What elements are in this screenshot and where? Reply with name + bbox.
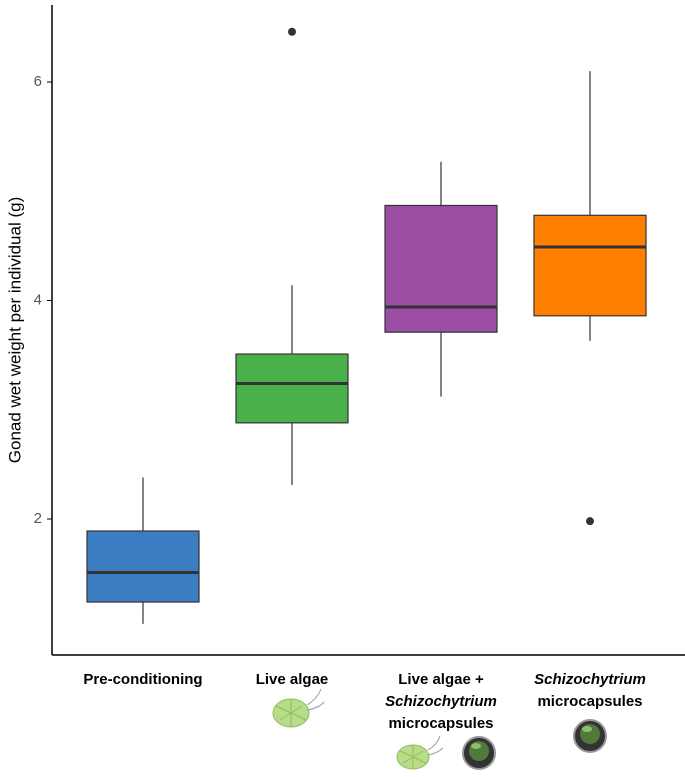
y-tick-label: 2 xyxy=(34,510,42,527)
algae-icon xyxy=(272,688,325,728)
outlier xyxy=(586,517,594,526)
y-axis-label: Gonad wet weight per individual (g) xyxy=(5,197,24,463)
y-tick-label: 6 xyxy=(34,73,42,90)
x-tick-label: Schizochytrium xyxy=(534,671,646,688)
microcapsule-icon xyxy=(462,736,496,770)
outlier xyxy=(288,27,296,36)
box xyxy=(533,214,647,317)
x-tick-label: microcapsules xyxy=(537,693,642,710)
y-tick-label: 4 xyxy=(34,291,42,308)
x-tick-label: microcapsules xyxy=(388,715,493,732)
algae-icon xyxy=(396,735,444,770)
box xyxy=(86,530,200,603)
x-tick-label: Live algae + xyxy=(398,671,484,688)
box xyxy=(235,353,349,424)
x-tick-label: Pre-conditioning xyxy=(83,671,202,688)
box xyxy=(384,204,498,333)
x-tick-label: Live algae xyxy=(256,671,329,688)
microcapsule-icon xyxy=(573,719,607,753)
x-tick-label: Schizochytrium xyxy=(385,693,497,710)
